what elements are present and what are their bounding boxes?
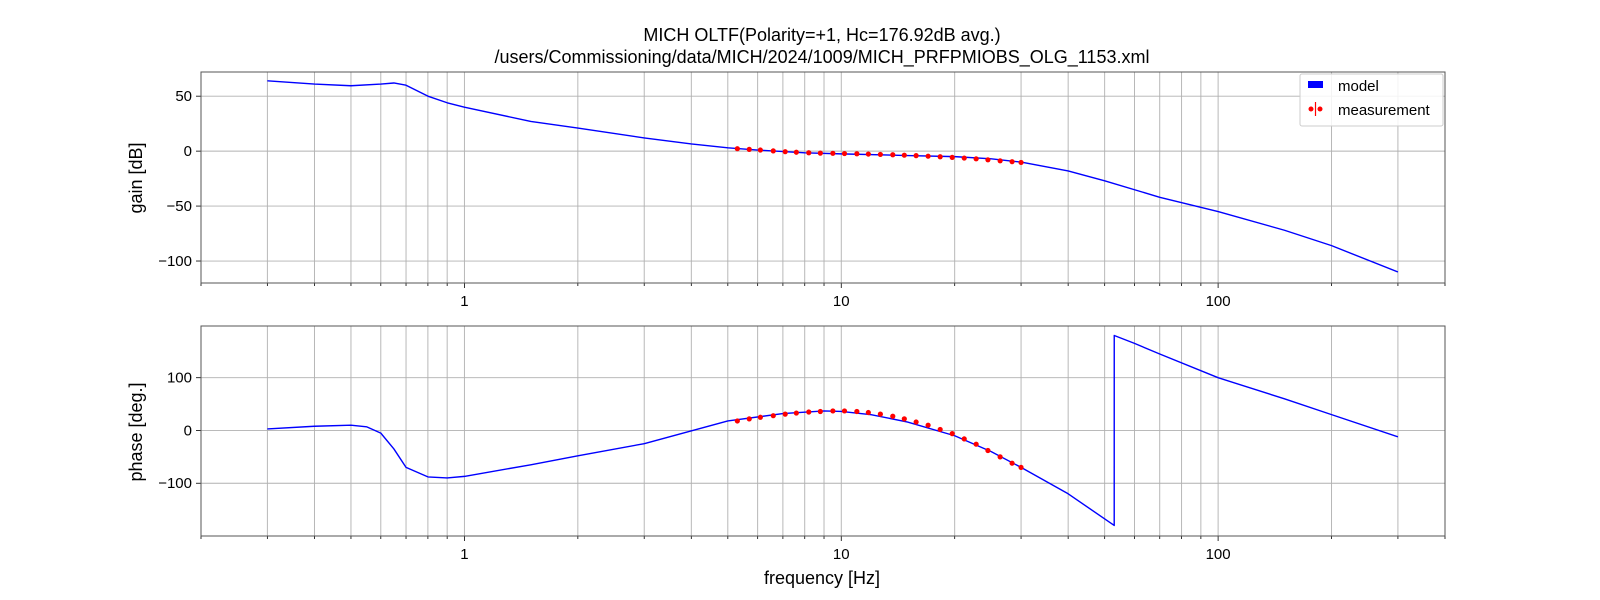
phase-measurement-point [806, 409, 812, 415]
gain-measurement-point [901, 152, 907, 158]
phase-measurement-point [793, 410, 799, 416]
phase-panel: 100 0 −100 1 10 100 [158, 325, 1446, 563]
phase-measurement-point [734, 418, 740, 424]
legend-measurement-marker [1317, 106, 1323, 112]
phase-measurement-point [973, 441, 979, 447]
gain-plot-frame [200, 71, 1446, 284]
gain-measurement-point [734, 146, 740, 152]
phase-x-tick-label: 10 [833, 546, 850, 563]
gain-measurement-point [746, 146, 752, 152]
gain-measurement-point [877, 151, 883, 158]
gain-measurement-point [985, 157, 991, 163]
phase-x-tick-label: 100 [1206, 546, 1231, 563]
gain-x-tick-label: 1 [460, 293, 468, 310]
gain-measurement-point [782, 149, 788, 155]
phase-measurement-point [925, 422, 931, 428]
phase-measurement-point [770, 413, 776, 419]
phase-measurement-point [961, 436, 967, 442]
phase-y-tick-label: 0 [184, 422, 192, 439]
phase-measurement-point [1018, 464, 1024, 471]
legend-measurement-label: measurement [1338, 102, 1431, 119]
gain-measurement-point [1009, 159, 1015, 165]
gain-y-tick-label: 50 [175, 88, 192, 105]
legend: model measurement [1299, 73, 1444, 127]
legend-model-label: model [1338, 78, 1379, 95]
gain-measurement-point [890, 152, 896, 158]
legend-model-swatch [1308, 81, 1323, 88]
phase-measurement-point [890, 413, 896, 419]
phase-axis-label: phase [deg.] [126, 382, 146, 481]
gain-y-tick-label: −50 [167, 198, 192, 215]
gain-measurement-point [830, 150, 836, 156]
gain-panel: 50 0 −50 −100 1 10 100 [158, 71, 1446, 310]
phase-measurement-point [949, 431, 955, 437]
phase-measurement-point [937, 426, 943, 433]
gain-measurement-point [937, 154, 943, 160]
gain-x-tick-label: 10 [833, 293, 850, 310]
gain-y-tick-label: 0 [184, 143, 192, 160]
gain-measurement-point [925, 153, 931, 159]
phase-plot-frame [200, 325, 1446, 537]
gain-y-tick-label: −100 [158, 253, 192, 270]
phase-measurement-point [841, 408, 848, 414]
gain-measurement-point [757, 147, 763, 153]
gain-x-tick-label: 100 [1206, 293, 1231, 310]
gain-measurement-point [806, 150, 812, 156]
phase-x-tick-label: 1 [460, 546, 468, 563]
phase-measurement-point [817, 408, 823, 415]
gain-measurement-point [997, 158, 1003, 164]
phase-measurement-point [830, 408, 836, 414]
x-axis-label: frequency [Hz] [764, 568, 880, 588]
phase-y-tick-label: 100 [167, 370, 192, 387]
gain-measurement-point [961, 155, 967, 161]
gain-measurement-point [817, 150, 823, 156]
phase-measurement-point [985, 447, 991, 454]
phase-measurement-point [1009, 460, 1015, 466]
phase-measurement-point [913, 419, 919, 425]
phase-measurement-point [877, 411, 883, 417]
gain-measurement-point [854, 151, 860, 157]
gain-measurement-point [913, 153, 919, 159]
phase-measurement-point [782, 411, 788, 417]
phase-y-tick-label: −100 [158, 475, 192, 492]
gain-model-line [267, 80, 1399, 273]
phase-model-line [267, 334, 1399, 527]
gain-measurement-point [841, 150, 848, 157]
gain-measurement-point [793, 149, 799, 155]
gain-measurement-point [1018, 159, 1024, 166]
phase-measurement-point [901, 416, 907, 422]
gain-measurement-point [865, 151, 871, 157]
legend-measurement-marker [1308, 106, 1314, 112]
chart-subtitle: /users/Commissioning/data/MICH/2024/1009… [495, 47, 1150, 68]
gain-measurement-point [949, 154, 955, 160]
phase-measurement-point [854, 408, 860, 415]
phase-measurement-point [865, 409, 871, 416]
gain-measurement-point [770, 148, 776, 154]
gain-axis-label: gain [dB] [126, 142, 146, 213]
phase-measurement-point [746, 416, 752, 422]
phase-measurement-point [997, 454, 1003, 460]
phase-measurement-point [757, 414, 763, 420]
legend-frame [1299, 73, 1444, 127]
gain-measurement-point [973, 156, 979, 162]
chart-title: MICH OLTF(Polarity=+1, Hc=176.92dB avg.) [643, 25, 1000, 45]
